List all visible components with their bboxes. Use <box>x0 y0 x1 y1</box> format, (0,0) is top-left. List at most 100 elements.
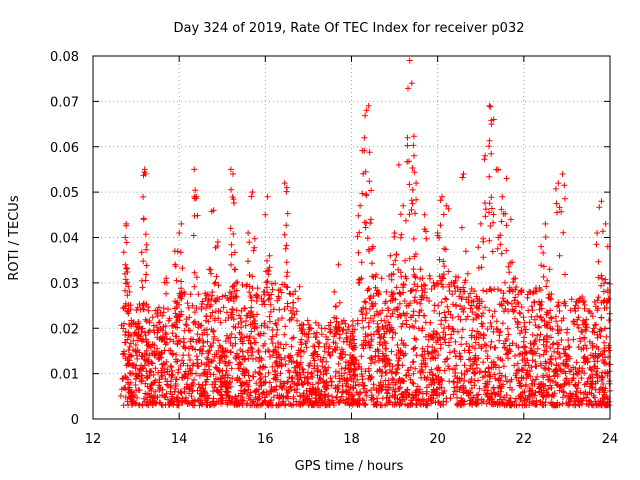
data-point <box>168 374 175 381</box>
data-point <box>129 370 136 377</box>
data-point <box>553 382 560 389</box>
data-point <box>290 291 296 298</box>
data-point <box>568 367 574 373</box>
data-point <box>413 352 420 359</box>
data-point <box>398 273 405 280</box>
data-point <box>507 216 514 223</box>
data-point <box>439 193 445 200</box>
data-point <box>336 331 343 338</box>
data-point <box>514 360 521 367</box>
data-point <box>228 261 234 268</box>
data-point <box>428 286 435 292</box>
data-point <box>262 211 269 218</box>
data-point <box>162 330 169 336</box>
data-point <box>509 340 516 347</box>
data-point <box>490 401 497 408</box>
data-point <box>127 390 134 397</box>
data-point <box>492 391 499 398</box>
data-point <box>287 352 294 359</box>
data-point <box>379 307 386 314</box>
data-point <box>557 366 564 373</box>
data-point <box>566 344 573 351</box>
data-point <box>368 336 375 343</box>
data-point <box>483 342 490 349</box>
data-point <box>530 341 537 348</box>
data-point <box>354 233 361 240</box>
data-point <box>414 283 421 290</box>
data-point <box>187 357 193 363</box>
data-point <box>196 384 203 391</box>
data-point <box>472 352 479 359</box>
data-point <box>552 185 559 192</box>
data-point <box>474 365 480 372</box>
data-point <box>193 274 200 281</box>
data-point <box>249 349 256 355</box>
data-point <box>176 301 182 308</box>
data-point <box>159 392 165 399</box>
data-point <box>474 298 481 305</box>
data-point <box>202 366 208 373</box>
data-point <box>543 283 550 290</box>
data-point <box>531 392 538 399</box>
data-point <box>441 309 448 316</box>
y-tick-label: 0.08 <box>50 50 79 65</box>
data-point <box>485 372 491 379</box>
data-point <box>383 369 390 376</box>
data-point <box>549 341 556 348</box>
data-point <box>495 376 502 383</box>
data-point <box>446 339 452 346</box>
data-point <box>599 386 606 393</box>
data-point <box>300 390 307 397</box>
data-point <box>417 300 424 307</box>
data-point <box>245 230 252 236</box>
data-point <box>227 349 234 356</box>
data-point <box>369 303 376 310</box>
data-point <box>482 373 488 380</box>
data-point <box>454 375 461 382</box>
data-point <box>125 307 132 314</box>
data-point <box>237 336 244 343</box>
data-point <box>468 302 475 309</box>
data-point <box>534 313 541 320</box>
data-point <box>404 367 411 374</box>
data-point <box>405 372 412 379</box>
data-point <box>488 150 495 157</box>
data-point <box>253 298 260 304</box>
data-point <box>203 395 210 402</box>
data-point <box>498 218 505 225</box>
data-point <box>306 387 313 394</box>
data-point <box>145 329 152 336</box>
data-point <box>532 337 539 344</box>
data-point <box>585 307 592 314</box>
data-point <box>229 375 236 382</box>
data-point <box>406 211 413 218</box>
data-point <box>397 211 404 218</box>
data-point <box>499 320 506 327</box>
data-point <box>208 270 214 277</box>
data-point <box>591 299 598 305</box>
data-point <box>551 402 558 409</box>
data-point <box>264 324 271 331</box>
data-point <box>246 335 253 341</box>
data-point <box>547 345 554 351</box>
data-point <box>201 327 207 334</box>
data-point <box>489 313 496 320</box>
data-point <box>560 229 567 236</box>
data-point <box>388 276 395 283</box>
data-point <box>351 365 358 372</box>
data-point <box>508 376 515 383</box>
data-point <box>284 284 291 291</box>
data-point <box>410 346 417 353</box>
data-point <box>234 279 241 286</box>
data-point <box>128 320 135 327</box>
data-point <box>436 367 443 374</box>
data-point <box>350 368 357 375</box>
data-point <box>238 382 245 389</box>
data-point <box>347 384 354 391</box>
data-point <box>284 303 291 310</box>
data-point <box>326 343 333 350</box>
data-point <box>412 273 418 280</box>
data-point <box>578 375 585 382</box>
data-point <box>581 319 588 326</box>
data-point <box>562 195 568 202</box>
